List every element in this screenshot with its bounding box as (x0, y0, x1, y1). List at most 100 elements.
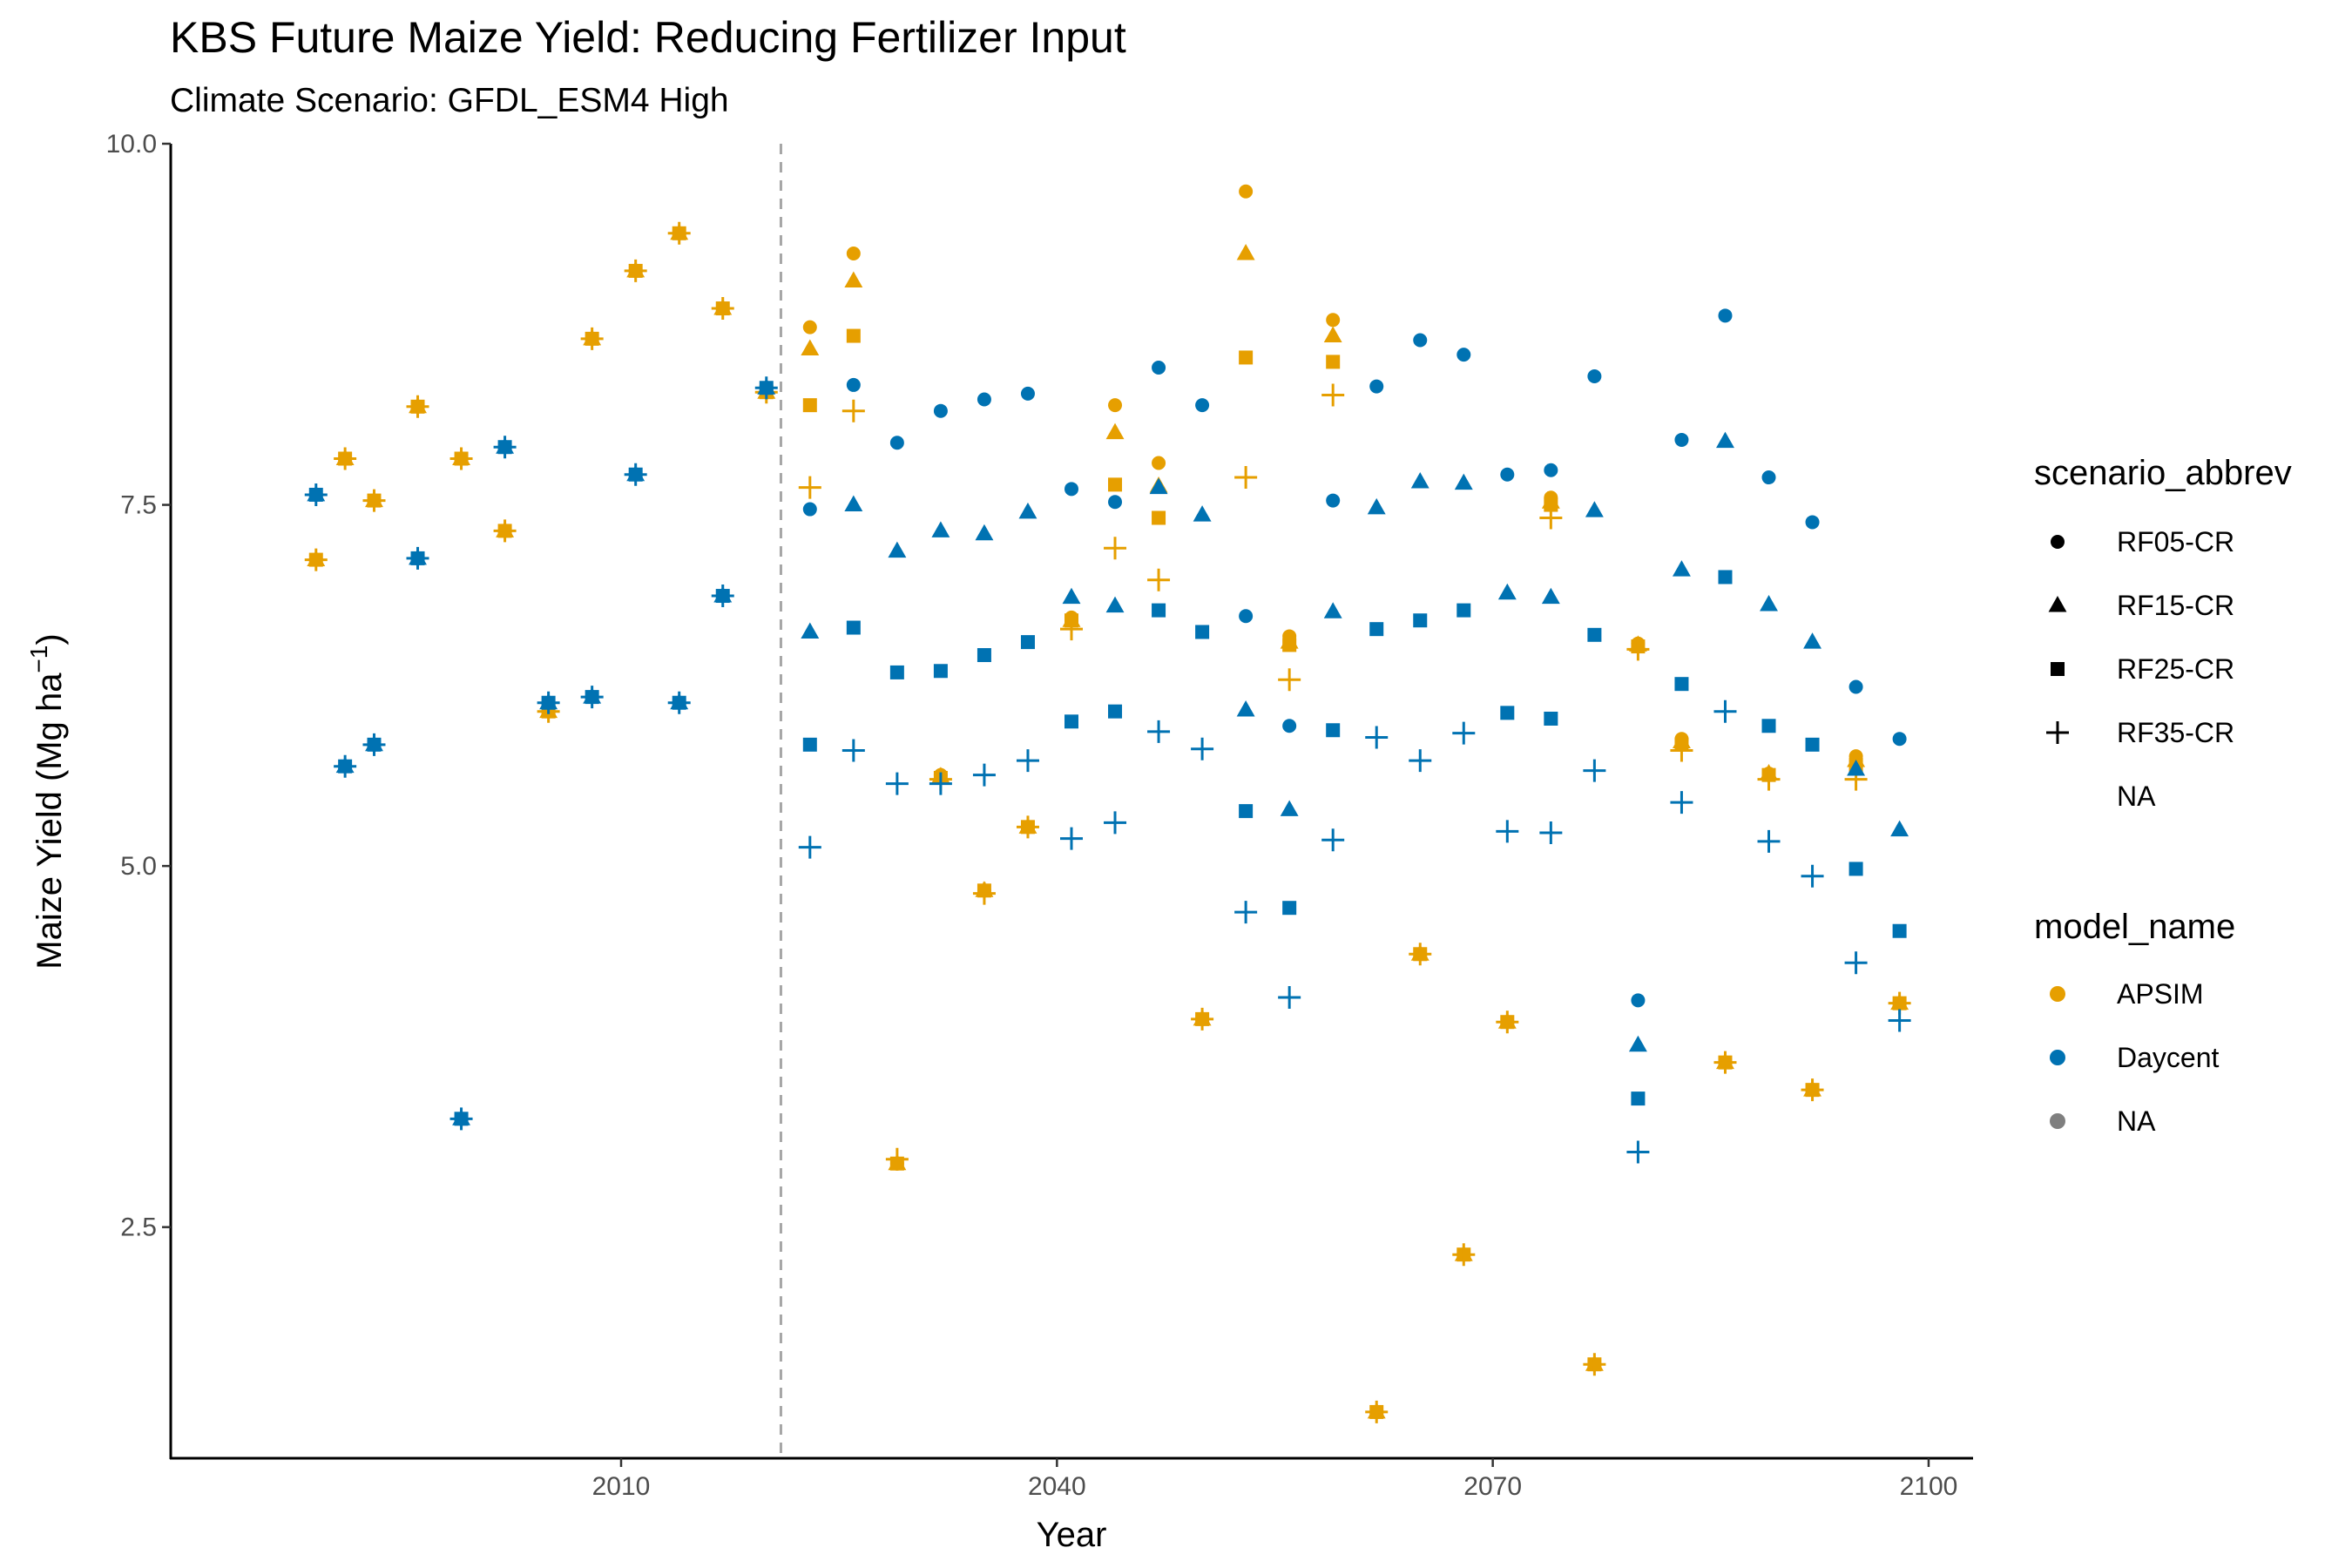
data-point-historical (667, 691, 691, 714)
data-point (1239, 609, 1254, 624)
data-point-historical (624, 259, 647, 282)
legend-color-label: Daycent (2117, 1042, 2220, 1073)
data-point (1282, 901, 1297, 916)
data-point (931, 521, 950, 537)
data-point (1757, 829, 1781, 853)
legend-shape-entries: RF05-CR RF15-CR RF25-CR RF35-CR NA (2046, 526, 2234, 812)
data-point (1234, 466, 1258, 490)
data-point (1108, 477, 1123, 492)
data-point (1587, 627, 1602, 642)
data-point-historical (406, 395, 429, 418)
data-point (1844, 951, 1868, 975)
data-point (841, 739, 865, 762)
data-point (1365, 1400, 1389, 1423)
data-point (889, 665, 904, 679)
data-point-historical (449, 1107, 473, 1131)
data-point (1803, 632, 1821, 649)
data-point-historical (334, 754, 357, 778)
data-point (1544, 711, 1558, 726)
data-point (846, 247, 861, 261)
legend-key-rf25-cr (2051, 662, 2065, 676)
data-point (1626, 638, 1650, 661)
data-point (1191, 737, 1214, 760)
data-point (802, 502, 817, 517)
data-point (1152, 456, 1166, 470)
data-point (889, 436, 904, 450)
data-point (1626, 1140, 1650, 1164)
data-point (929, 772, 952, 795)
data-point (801, 622, 820, 639)
legend-key-rf15-cr (2048, 596, 2067, 612)
data-point (1018, 502, 1037, 519)
data-point (1282, 638, 1297, 652)
data-point (1321, 383, 1345, 407)
data-point (1670, 791, 1693, 814)
data-point-historical (493, 519, 517, 543)
data-point (1326, 723, 1341, 738)
data-point (1020, 386, 1035, 401)
data-point (975, 524, 994, 541)
data-point (1062, 587, 1081, 605)
data-point (1805, 515, 1820, 530)
data-point (1239, 184, 1254, 199)
y-tick-label: 10.0 (106, 130, 157, 159)
data-point (1409, 749, 1432, 773)
data-point (1628, 1035, 1647, 1052)
data-point (846, 328, 861, 343)
data-point (1326, 355, 1341, 369)
legend-color-label: APSIM (2117, 978, 2204, 1010)
data-point (1713, 700, 1737, 723)
x-tick-label: 2040 (1028, 1472, 1086, 1501)
data-point (841, 399, 865, 422)
data-point (1280, 800, 1299, 816)
data-point (1413, 613, 1428, 628)
data-point (1805, 737, 1820, 752)
data-point (1152, 510, 1166, 525)
chart-subtitle: Climate Scenario: GFDL_ESM4 High (170, 82, 729, 119)
legend-color-label: NA (2117, 1105, 2156, 1137)
data-point (1848, 679, 1863, 694)
data-point (1583, 759, 1606, 782)
data-point (1892, 732, 1907, 747)
data-point (1193, 505, 1212, 522)
data-point (1631, 1092, 1646, 1106)
data-point-historical (493, 436, 517, 459)
legend-key-rf35-cr (2046, 721, 2069, 744)
y-ticks: 2.5 5.0 7.5 10.0 (106, 130, 171, 1242)
data-point (1670, 739, 1693, 762)
y-axis-title-main: Maize Yield (Mg ha (30, 672, 69, 970)
data-point (1718, 570, 1733, 585)
x-tick-label: 2010 (592, 1472, 651, 1501)
data-point (1239, 804, 1254, 819)
data-point (1413, 333, 1428, 348)
data-point (1452, 1243, 1476, 1267)
data-point (972, 882, 996, 905)
data-point-historical (711, 297, 734, 321)
data-point (1191, 1007, 1214, 1031)
data-point (1760, 594, 1778, 612)
data-point-historical (754, 376, 778, 400)
data-point (1321, 828, 1345, 852)
x-axis-title: Year (1037, 1516, 1107, 1554)
data-point (977, 648, 991, 663)
y-tick-label: 7.5 (120, 491, 157, 520)
data-point (885, 1147, 909, 1171)
data-point (1020, 635, 1035, 650)
data-point (846, 377, 861, 392)
data-point (1761, 719, 1776, 733)
data-point (1369, 622, 1384, 637)
data-point (1456, 603, 1471, 618)
data-point-historical (406, 546, 429, 570)
data-point (1108, 398, 1123, 413)
legend-color-title: model_name (2034, 908, 2235, 946)
legend-color-entries: APSIM Daycent NA (2050, 978, 2220, 1137)
data-point (1674, 432, 1689, 447)
y-axis-title-close: ) (30, 633, 69, 645)
data-point (977, 392, 991, 407)
data-point (1497, 583, 1517, 600)
data-point (1888, 1009, 1911, 1032)
y-tick-label: 2.5 (120, 1213, 157, 1242)
data-point (1369, 379, 1384, 394)
data-point (802, 320, 817, 335)
